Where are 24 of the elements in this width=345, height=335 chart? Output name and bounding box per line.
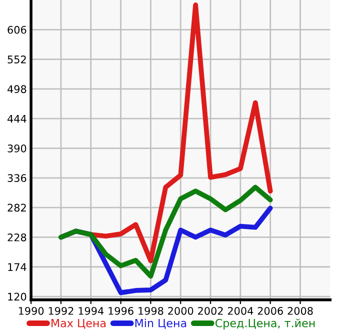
x-tick-label: 2004 (228, 306, 254, 315)
y-tick-label: 174 (8, 263, 26, 271)
y-tick-label: 552 (8, 56, 26, 64)
y-tick-label: 606 (8, 26, 26, 34)
y-tick-label: 336 (8, 174, 26, 182)
x-tick-label: 1990 (18, 306, 44, 315)
y-tick-label: 498 (8, 85, 26, 94)
legend-label: Min Цена (135, 318, 186, 329)
legend-label: Сред.Цена, т.йен (215, 318, 315, 330)
x-tick-label: 2002 (198, 306, 223, 315)
line-series (58, 184, 273, 279)
legend-label: Max Цена (52, 319, 106, 329)
y-tick-label: 282 (8, 204, 26, 212)
y-tick-label: 120 (8, 292, 26, 301)
x-tick-label: 2000 (168, 306, 194, 315)
x-tick-label: 1992 (48, 306, 74, 315)
x-tick-label: 1994 (78, 306, 104, 315)
y-tick-label: 444 (8, 114, 26, 123)
x-tick-label: 1998 (138, 306, 164, 315)
x-tick-label: 2008 (288, 306, 313, 315)
x-tick-label: 1996 (108, 306, 134, 315)
y-tick-label: 390 (8, 144, 26, 152)
x-tick-label: 2006 (258, 306, 283, 315)
y-tick-label: 228 (8, 233, 26, 242)
